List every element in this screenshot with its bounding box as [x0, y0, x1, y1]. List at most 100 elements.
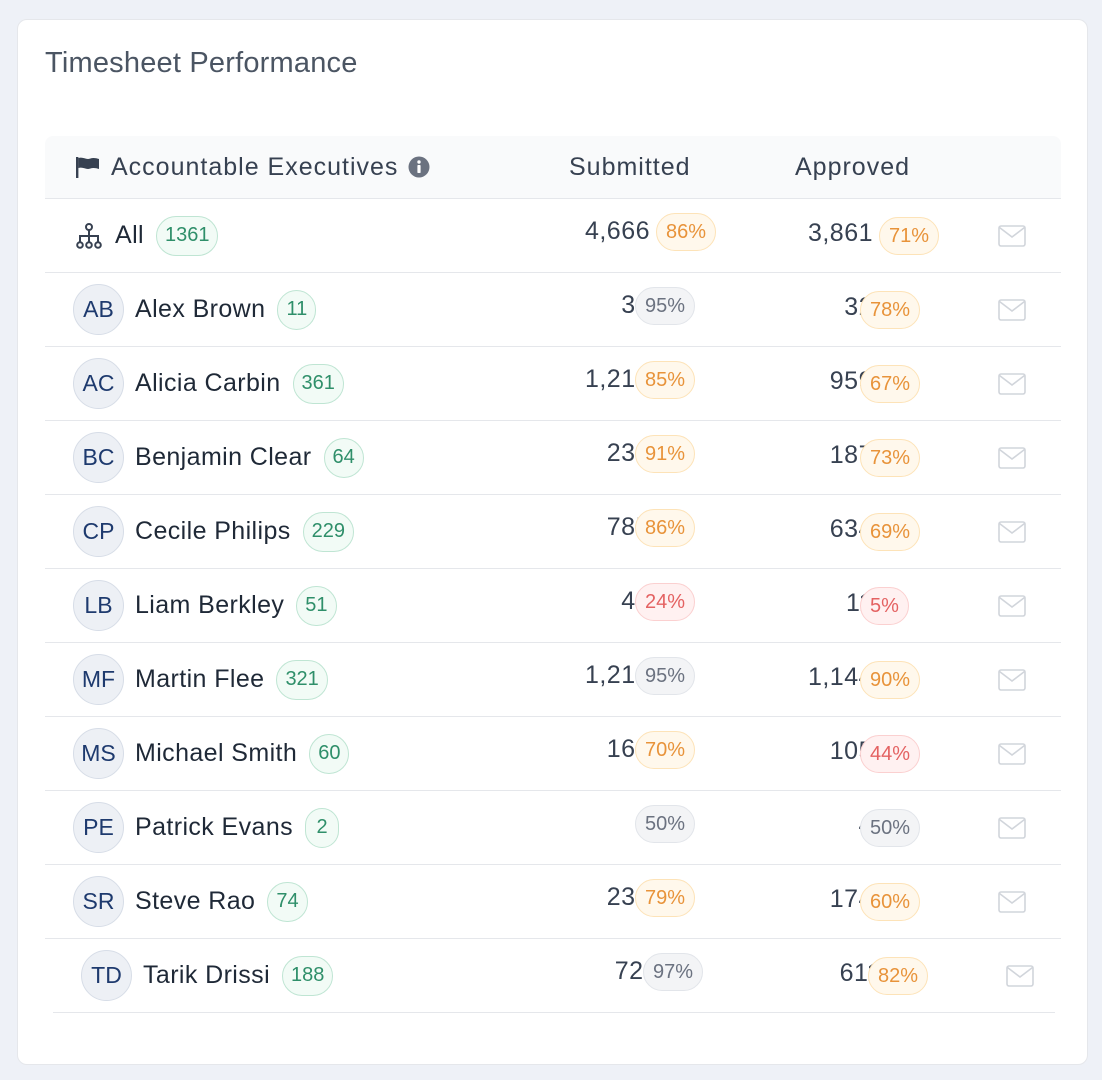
mail-icon[interactable]: [998, 669, 1026, 691]
executive-cell[interactable]: MS Michael Smith 60: [73, 717, 350, 790]
avatar: MF: [73, 654, 124, 705]
executive-name[interactable]: All: [115, 221, 144, 249]
mail-icon[interactable]: [998, 743, 1026, 765]
submitted-percent-badge: 91%: [635, 435, 696, 473]
executive-name[interactable]: Benjamin Clear: [135, 443, 312, 471]
table-body: All 1361 4,666 86% 3,861 71% AB Alex Bro…: [45, 199, 1061, 1013]
mail-icon[interactable]: [998, 373, 1026, 395]
mail-icon[interactable]: [998, 299, 1026, 321]
column-header-approved[interactable]: Approved: [795, 152, 911, 181]
submitted-percent-badge: 95%: [635, 657, 696, 695]
team-count-badge: 188: [282, 955, 334, 996]
executive-cell[interactable]: LB Liam Berkley 51: [73, 569, 337, 642]
approved-value: 634: [829, 515, 873, 543]
approved-value: 611: [839, 959, 881, 987]
executive-name[interactable]: Alicia Carbin: [135, 369, 281, 397]
submitted-value: 1,216: [584, 365, 650, 393]
table-row[interactable]: CP Cecile Philips 229 785 86% 634 69%: [45, 495, 1061, 569]
table-row[interactable]: LB Liam Berkley 51 49 24% 11 5%: [45, 569, 1061, 643]
approved-value: 187: [829, 441, 873, 469]
table-row[interactable]: All 1361 4,666 86% 3,861 71%: [45, 199, 1061, 273]
approved-value: 1,144: [807, 663, 873, 691]
avatar: AB: [73, 284, 124, 335]
approved-percent-badge: 71%: [879, 217, 940, 255]
submitted-percent-badge: 95%: [635, 287, 696, 325]
approved-percent-badge: 90%: [860, 661, 921, 699]
executive-name[interactable]: Cecile Philips: [135, 517, 291, 545]
submitted-percent-badge: 79%: [635, 879, 696, 917]
executive-cell[interactable]: AC Alicia Carbin 361: [73, 347, 344, 420]
mail-icon[interactable]: [998, 891, 1026, 913]
approved-value: 32: [844, 293, 873, 321]
team-count-badge: 1361: [155, 215, 219, 256]
submitted-percent-badge: 86%: [656, 213, 717, 251]
submitted-percent-badge: 86%: [635, 509, 696, 547]
approved-value: 4: [763, 811, 873, 840]
table-row[interactable]: BC Benjamin Clear 64 233 91% 187 73%: [45, 421, 1061, 495]
mail-icon[interactable]: [998, 225, 1026, 247]
team-count-badge: 74: [267, 881, 308, 922]
avatar: LB: [73, 580, 124, 631]
column-header-executives[interactable]: Accountable Executives: [75, 136, 430, 198]
executive-name[interactable]: Patrick Evans: [135, 813, 294, 841]
table-row[interactable]: PE Patrick Evans 2 4 50% 4 50%: [45, 791, 1061, 865]
executive-name[interactable]: Tarik Drissi: [143, 961, 271, 989]
mail-icon[interactable]: [998, 817, 1026, 839]
team-count-badge: 361: [292, 363, 344, 404]
approved-percent-badge: 73%: [860, 439, 921, 477]
team-count-badge: 60: [309, 733, 350, 774]
team-count-badge: 2: [305, 807, 340, 848]
approved-value: 11: [763, 589, 873, 618]
timesheet-performance-card: Timesheet Performance Accountable Execut…: [17, 19, 1088, 1065]
approved-percent-badge: 50%: [860, 809, 921, 847]
table-row[interactable]: AC Alicia Carbin 361 1,216 85% 959 67%: [45, 347, 1061, 421]
approved-value: 174: [829, 885, 873, 913]
submitted-percent-badge: 50%: [635, 805, 696, 843]
card-title: Timesheet Performance: [45, 47, 358, 79]
executive-name[interactable]: Martin Flee: [135, 665, 265, 693]
team-count-badge: 229: [302, 511, 355, 552]
executive-cell[interactable]: PE Patrick Evans 2: [73, 791, 340, 864]
approved-percent-badge: 5%: [860, 587, 909, 625]
avatar: BC: [73, 432, 124, 483]
mail-icon[interactable]: [998, 447, 1026, 469]
submitted-value: 4,666: [584, 217, 650, 245]
table-row[interactable]: AB Alex Brown 11 39 95% 32 78%: [45, 273, 1061, 347]
approved-percent-badge: 60%: [860, 883, 921, 921]
executive-name[interactable]: Alex Brown: [135, 295, 266, 323]
approved-percent-badge: 82%: [868, 957, 929, 995]
avatar: MS: [73, 728, 124, 779]
avatar: CP: [73, 506, 124, 557]
column-header-submitted[interactable]: Submitted: [569, 152, 691, 181]
hierarchy-icon: [76, 222, 102, 249]
executive-name[interactable]: Michael Smith: [135, 739, 298, 767]
table-header: Accountable Executives Submitted Approve…: [45, 136, 1061, 199]
submitted-value: 721: [614, 957, 658, 985]
executive-name[interactable]: Liam Berkley: [135, 591, 285, 619]
approved-percent-badge: 69%: [860, 513, 921, 551]
approved-value: 959: [829, 367, 873, 395]
avatar: AC: [73, 358, 124, 409]
mail-icon[interactable]: [998, 521, 1026, 543]
submitted-percent-badge: 85%: [635, 361, 696, 399]
submitted-percent-badge: 24%: [635, 583, 696, 621]
submitted-value: 169: [606, 735, 650, 763]
executive-cell[interactable]: AB Alex Brown 11: [73, 273, 317, 346]
executive-cell[interactable]: CP Cecile Philips 229: [73, 495, 355, 568]
mail-icon[interactable]: [1006, 965, 1034, 987]
avatar: TD: [81, 950, 132, 1001]
team-count-badge: 11: [277, 289, 317, 330]
executive-cell[interactable]: BC Benjamin Clear 64: [73, 421, 364, 494]
executive-cell[interactable]: TD Tarik Drissi 188: [81, 939, 334, 1012]
table-row[interactable]: SR Steve Rao 74 232 79% 174 60%: [45, 865, 1061, 939]
executive-cell[interactable]: All 1361: [73, 199, 219, 272]
executive-cell[interactable]: MF Martin Flee 321: [73, 643, 328, 716]
table-row[interactable]: MS Michael Smith 60 169 70% 105 44%: [45, 717, 1061, 791]
mail-icon[interactable]: [998, 595, 1026, 617]
executive-name[interactable]: Steve Rao: [135, 887, 256, 915]
table-row[interactable]: MF Martin Flee 321 1,218 95% 1,144 90%: [45, 643, 1061, 717]
info-icon[interactable]: [408, 156, 430, 178]
executive-cell[interactable]: SR Steve Rao 74: [73, 865, 308, 938]
table-row[interactable]: TD Tarik Drissi 188 721 97% 611 82%: [53, 939, 1055, 1013]
approved-percent-badge: 44%: [860, 735, 921, 773]
